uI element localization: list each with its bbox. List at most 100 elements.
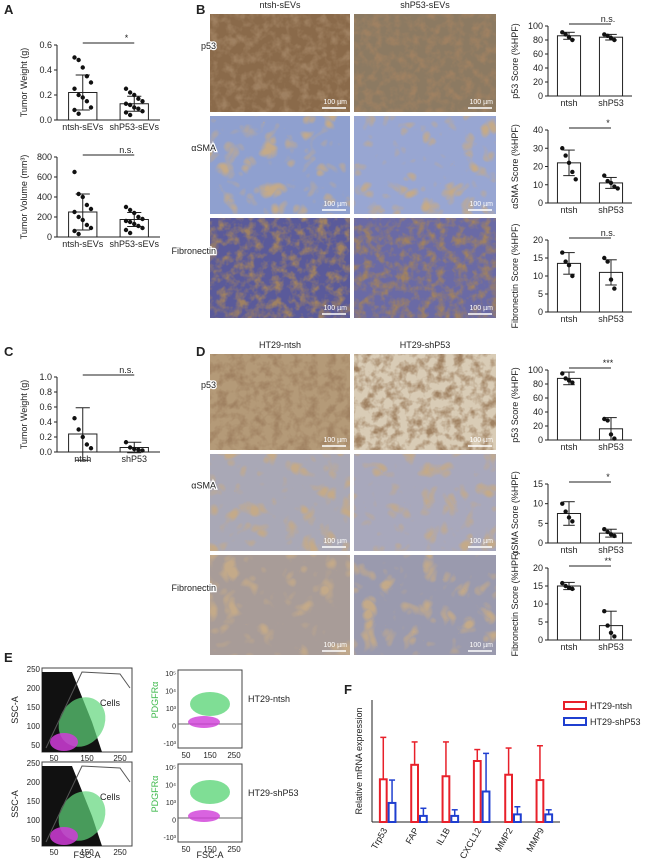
significance-label: *** — [603, 358, 614, 368]
y-tick-label: 0.6 — [39, 40, 52, 50]
micrograph-texture — [354, 454, 496, 551]
data-point — [127, 445, 133, 450]
data-point — [76, 57, 81, 63]
y-tick-label: 800 — [37, 152, 52, 162]
data-point — [140, 99, 145, 104]
y-tick-label: 1.0 — [39, 372, 52, 382]
data-point — [608, 277, 614, 282]
data-point — [84, 222, 90, 228]
bar — [410, 763, 419, 823]
x-tick-label: ntsh — [560, 442, 577, 452]
data-point — [72, 228, 77, 234]
x-tick-label: ntsh — [560, 205, 577, 215]
row-label: Fibronectin — [171, 246, 216, 256]
micrograph-texture — [210, 454, 350, 551]
y-axis-label: Tumor Volume (mm³) — [19, 155, 29, 240]
data-point — [84, 74, 90, 79]
significance-label: n.s. — [601, 228, 616, 238]
y-tick-label: 15 — [533, 479, 543, 489]
flow-gate — [45, 671, 131, 749]
data-point — [612, 634, 617, 639]
data-point — [123, 227, 129, 233]
data-point — [602, 527, 607, 532]
scale-bar-label: 100 µm — [324, 642, 348, 649]
data-point — [612, 37, 617, 43]
y-tick-label: 0 — [538, 307, 543, 317]
bar — [556, 585, 582, 641]
y-tick-label: 5 — [538, 518, 543, 528]
data-point — [88, 80, 94, 85]
y-tick-label: 400 — [37, 192, 52, 202]
data-point — [608, 432, 614, 437]
data-point — [602, 173, 607, 178]
bar — [544, 813, 554, 823]
micrograph-texture — [354, 14, 496, 112]
data-point — [566, 585, 572, 590]
flow-y2-tick: 10³ — [166, 706, 177, 713]
scale-bar-label: 100 µm — [324, 305, 348, 312]
data-point — [563, 376, 568, 381]
scale-bar-label: 100 µm — [470, 538, 494, 545]
data-point — [123, 110, 129, 115]
data-point — [76, 231, 81, 237]
data-point — [608, 180, 614, 186]
flow-x-tick: 250 — [113, 848, 127, 857]
y-tick-label: 15 — [533, 253, 543, 263]
y-axis-label: Tumor Weight (g) — [19, 48, 29, 118]
data-point — [76, 191, 81, 197]
y-tick-label: 0.0 — [39, 447, 52, 457]
scale-bar-label: 100 µm — [470, 305, 494, 312]
micrograph-texture — [210, 116, 350, 214]
significance-label: n.s. — [119, 365, 134, 375]
x-tick-label: FAP — [404, 826, 421, 846]
bar — [556, 377, 582, 441]
scale-bar-label: 100 µm — [324, 201, 348, 208]
flow-y2-tick: -10³ — [164, 741, 177, 748]
y-tick-label: 10 — [533, 599, 543, 609]
data-point — [84, 99, 90, 104]
micrograph-texture — [354, 116, 496, 214]
data-point — [72, 55, 77, 60]
data-point — [563, 583, 568, 589]
gate-label: Cells — [100, 698, 121, 708]
x-tick-label: MMP2 — [493, 826, 515, 854]
x-tick-label: MMP9 — [524, 826, 546, 854]
flow-y-tick: 200 — [27, 684, 41, 693]
data-point — [602, 416, 607, 422]
x-tick-label: ntsh-sEVs — [62, 122, 104, 132]
bar — [419, 814, 428, 824]
bar — [556, 35, 582, 97]
data-point — [136, 447, 141, 452]
sample-label: HT29-ntsh — [248, 694, 290, 704]
data-point — [88, 225, 94, 231]
data-point — [615, 186, 620, 191]
data-point — [563, 153, 568, 158]
y-tick-label: 600 — [37, 172, 52, 182]
panel-label: A — [4, 2, 14, 17]
data-point — [563, 32, 568, 37]
x-tick-label: ntsh — [74, 454, 91, 464]
y-tick-label: 100 — [528, 365, 543, 375]
x-tick-label: shP53-sEVs — [109, 239, 159, 249]
data-point — [605, 623, 610, 628]
column-header: shP53-sEVs — [400, 0, 450, 10]
x-tick-label: ntsh — [560, 642, 577, 652]
flow-y-tick: 50 — [31, 835, 40, 844]
column-header: HT29-ntsh — [259, 340, 301, 350]
x-tick-label: CXCL12 — [458, 826, 484, 860]
legend-label: HT29-shP53 — [590, 717, 641, 727]
y-tick-label: 200 — [37, 212, 52, 222]
data-point — [88, 105, 94, 110]
y-tick-label: 0.0 — [39, 115, 52, 125]
micrograph-texture — [354, 218, 496, 318]
y-tick-label: 20 — [533, 421, 543, 431]
y-tick-label: 40 — [533, 407, 543, 417]
y-axis-label: Relative mRNA expression — [354, 707, 364, 814]
data-point — [605, 529, 610, 535]
gate-label: Cells — [100, 792, 121, 802]
data-point — [132, 92, 137, 98]
flow-cloud — [50, 827, 78, 845]
y-tick-label: 0 — [538, 635, 543, 645]
data-point — [605, 178, 610, 184]
flow-gate — [45, 765, 131, 843]
